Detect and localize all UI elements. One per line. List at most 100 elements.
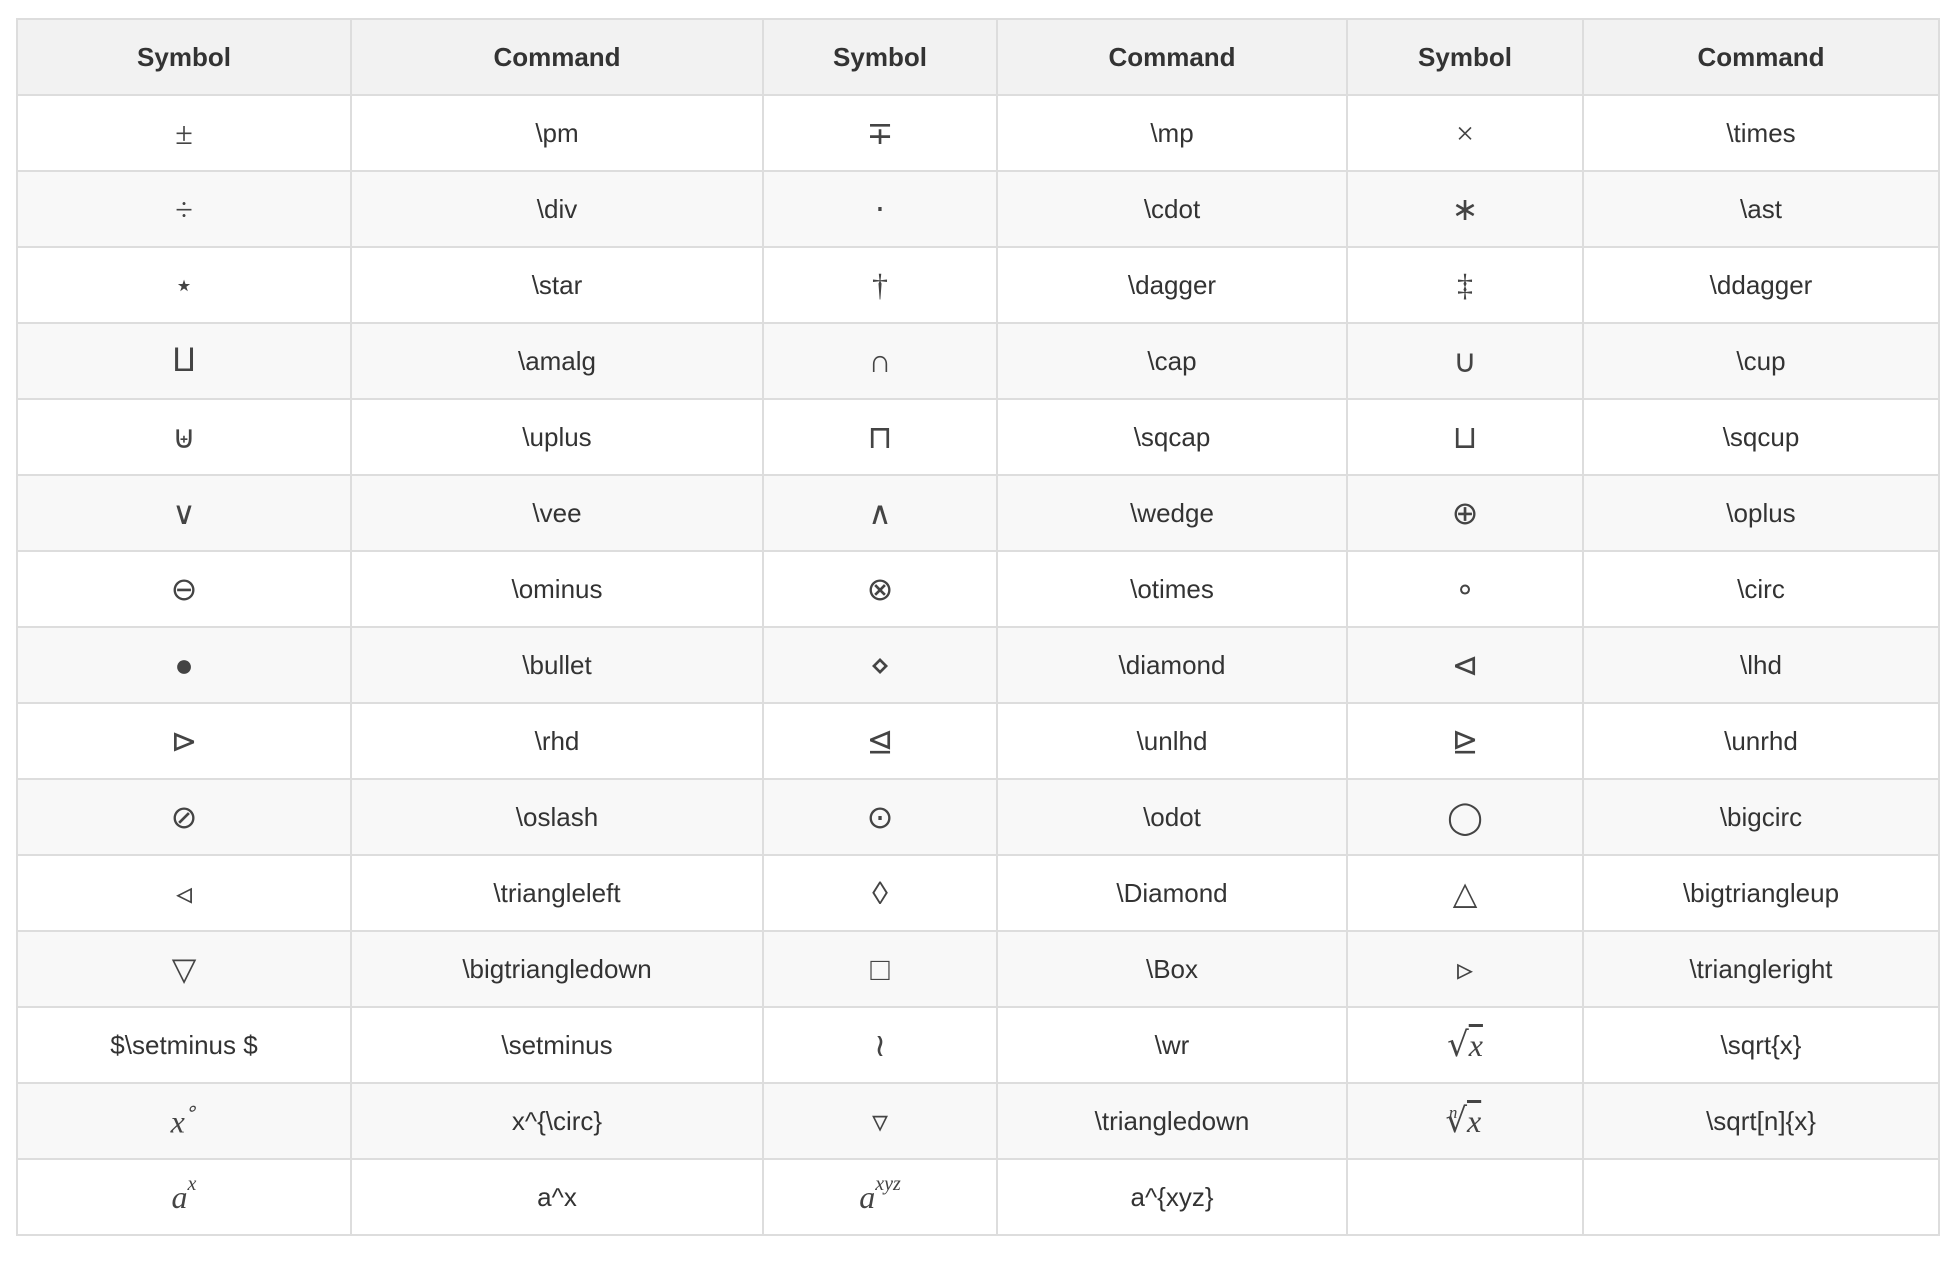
table-row: ∨ \vee ∧ \wedge ⊕ \oplus bbox=[16, 474, 1940, 552]
symbol-cell: □ bbox=[762, 930, 998, 1008]
symbol-cell: ◯ bbox=[1346, 778, 1584, 856]
symbol-cell: x∘ bbox=[16, 1082, 352, 1160]
symbol-cell: ⊔ bbox=[1346, 398, 1584, 476]
command-cell: \div bbox=[350, 170, 764, 248]
table-body: ± \pm ∓ \mp × \times ÷ \div ⋅ \cdot ∗ \ast ⋆ \star † \d… bbox=[16, 94, 1940, 1236]
command-cell: \sqcup bbox=[1582, 398, 1940, 476]
symbol-cell: √x bbox=[1346, 1006, 1584, 1084]
symbol-cell: ▽ bbox=[16, 930, 352, 1008]
symbol-cell: axyz bbox=[762, 1158, 998, 1236]
symbol-cell: ÷ bbox=[16, 170, 352, 248]
command-cell: \bigcirc bbox=[1582, 778, 1940, 856]
symbol-cell: ⊕ bbox=[1346, 474, 1584, 552]
command-cell: \setminus bbox=[350, 1006, 764, 1084]
command-cell: \bigtriangleup bbox=[1582, 854, 1940, 932]
command-cell bbox=[1582, 1158, 1940, 1236]
symbol-cell: $\setminus $ bbox=[16, 1006, 352, 1084]
symbol-cell: ▹ bbox=[1346, 930, 1584, 1008]
symbol-base: x bbox=[170, 1103, 185, 1140]
symbol-cell: ⊖ bbox=[16, 550, 352, 628]
command-cell: \wr bbox=[996, 1006, 1348, 1084]
symbol-cell: ⊴ bbox=[762, 702, 998, 780]
command-cell: \bullet bbox=[350, 626, 764, 704]
command-cell: \vee bbox=[350, 474, 764, 552]
table-row: ⨿ \amalg ∩ \cap ∪ \cup bbox=[16, 322, 1940, 400]
command-cell: \star bbox=[350, 246, 764, 324]
command-cell: \ddagger bbox=[1582, 246, 1940, 324]
command-cell: \amalg bbox=[350, 322, 764, 400]
command-cell: \triangleright bbox=[1582, 930, 1940, 1008]
latex-symbol-table: Symbol Command Symbol Command Symbol Com… bbox=[16, 18, 1940, 1236]
symbol-cell: † bbox=[762, 246, 998, 324]
symbol-cell: ⊲ bbox=[1346, 626, 1584, 704]
table-row: $\setminus $ \setminus ≀ \wr √x \sqrt{x} bbox=[16, 1006, 1940, 1084]
symbol-cell: n√x bbox=[1346, 1082, 1584, 1160]
header-row: Symbol Command Symbol Command Symbol Com… bbox=[16, 18, 1940, 96]
command-cell: \cdot bbox=[996, 170, 1348, 248]
command-cell: \sqrt{x} bbox=[1582, 1006, 1940, 1084]
symbol-cell: ⊓ bbox=[762, 398, 998, 476]
symbol-exponent: ∘ bbox=[184, 1097, 198, 1120]
header-command-2: Command bbox=[996, 18, 1348, 96]
radicand: x bbox=[1468, 1027, 1483, 1063]
symbol-cell: ∓ bbox=[762, 94, 998, 172]
table-row: ⋆ \star † \dagger ‡ \ddagger bbox=[16, 246, 1940, 324]
table-row: ⊎ \uplus ⊓ \sqcap ⊔ \sqcup bbox=[16, 398, 1940, 476]
radical-icon: √ bbox=[1445, 1101, 1467, 1141]
symbol-cell: ▿ bbox=[762, 1082, 998, 1160]
symbol-cell: ⊳ bbox=[16, 702, 352, 780]
table-row: ax a^x axyz a^{xyz} bbox=[16, 1158, 1940, 1236]
symbol-cell: ⊎ bbox=[16, 398, 352, 476]
command-cell: \Diamond bbox=[996, 854, 1348, 932]
table-row: ▽ \bigtriangledown □ \Box ▹ \triangleright bbox=[16, 930, 1940, 1008]
command-cell: \triangleleft bbox=[350, 854, 764, 932]
command-cell: \sqrt[n]{x} bbox=[1582, 1082, 1940, 1160]
header-command-1: Command bbox=[350, 18, 764, 96]
command-cell: a^x bbox=[350, 1158, 764, 1236]
table-row: ◃ \triangleleft ◊ \Diamond △ \bigtriangleup bbox=[16, 854, 1940, 932]
symbol-cell: ± bbox=[16, 94, 352, 172]
symbol-base: a bbox=[171, 1178, 188, 1215]
symbol-cell: ∪ bbox=[1346, 322, 1584, 400]
table-row: ⊳ \rhd ⊴ \unlhd ⊵ \unrhd bbox=[16, 702, 1940, 780]
command-cell: \unlhd bbox=[996, 702, 1348, 780]
command-cell: \uplus bbox=[350, 398, 764, 476]
root-index: n bbox=[1448, 1103, 1458, 1122]
symbol-cell: ⋅ bbox=[762, 170, 998, 248]
symbol-cell: ● bbox=[16, 626, 352, 704]
symbol-cell: ⊙ bbox=[762, 778, 998, 856]
command-cell: x^{\circ} bbox=[350, 1082, 764, 1160]
symbol-cell: △ bbox=[1346, 854, 1584, 932]
symbol-cell: ⨿ bbox=[16, 322, 352, 400]
command-cell: \odot bbox=[996, 778, 1348, 856]
command-cell: \otimes bbox=[996, 550, 1348, 628]
symbol-cell: ∗ bbox=[1346, 170, 1584, 248]
symbol-cell: ⊵ bbox=[1346, 702, 1584, 780]
command-cell: \sqcap bbox=[996, 398, 1348, 476]
symbol-cell: ⊘ bbox=[16, 778, 352, 856]
table-header: Symbol Command Symbol Command Symbol Com… bbox=[16, 18, 1940, 96]
header-symbol-1: Symbol bbox=[16, 18, 352, 96]
symbol-table-container: Symbol Command Symbol Command Symbol Com… bbox=[16, 18, 1940, 1236]
table-row: x∘ x^{\circ} ▿ \triangledown n√x \sqrt[n]{x} bbox=[16, 1082, 1940, 1160]
command-cell: \ast bbox=[1582, 170, 1940, 248]
symbol-base: a bbox=[859, 1178, 876, 1215]
command-cell: \wedge bbox=[996, 474, 1348, 552]
command-cell: \Box bbox=[996, 930, 1348, 1008]
symbol-exponent: x bbox=[187, 1172, 197, 1195]
command-cell: \cap bbox=[996, 322, 1348, 400]
command-cell: a^{xyz} bbox=[996, 1158, 1348, 1236]
table-row: ● \bullet ⋄ \diamond ⊲ \lhd bbox=[16, 626, 1940, 704]
command-cell: \cup bbox=[1582, 322, 1940, 400]
command-cell: \oslash bbox=[350, 778, 764, 856]
table-row: ± \pm ∓ \mp × \times bbox=[16, 94, 1940, 172]
symbol-cell: ⊗ bbox=[762, 550, 998, 628]
symbol-cell: ◊ bbox=[762, 854, 998, 932]
symbol-cell: ax bbox=[16, 1158, 352, 1236]
symbol-exponent: xyz bbox=[875, 1172, 901, 1195]
symbol-cell: ∘ bbox=[1346, 550, 1584, 628]
command-cell: \bigtriangledown bbox=[350, 930, 764, 1008]
symbol-cell: ◃ bbox=[16, 854, 352, 932]
command-cell: \diamond bbox=[996, 626, 1348, 704]
command-cell: \dagger bbox=[996, 246, 1348, 324]
